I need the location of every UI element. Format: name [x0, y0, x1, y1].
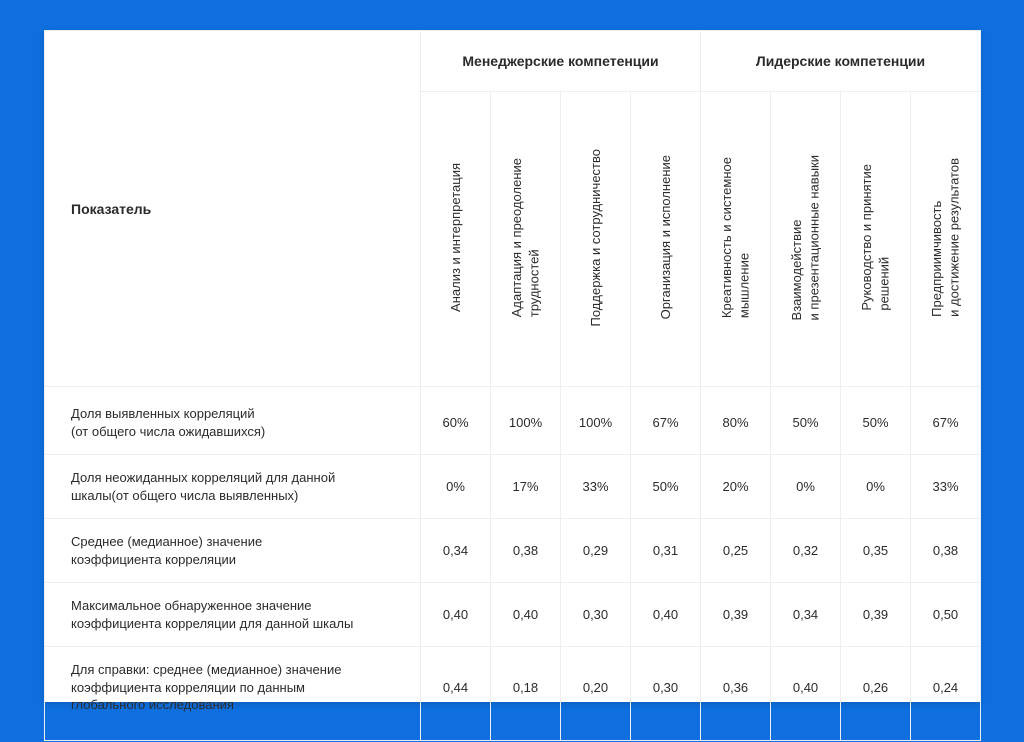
- subhead-col-2: Поддержка и сотрудничество: [561, 92, 631, 387]
- cell-value: 0,40: [491, 583, 561, 647]
- table-row: Максимальное обнаруженное значениекоэффи…: [45, 583, 981, 647]
- table-row: Для справки: среднее (медианное) значени…: [45, 647, 981, 741]
- row-label: Среднее (медианное) значениекоэффициента…: [45, 519, 421, 583]
- table-row: Доля выявленных корреляций(от общего чис…: [45, 387, 981, 455]
- subhead-col-1: Адаптация и преодолениетрудностей: [491, 92, 561, 387]
- cell-value: 0,30: [561, 583, 631, 647]
- cell-value: 0,25: [701, 519, 771, 583]
- cell-value: 0,39: [701, 583, 771, 647]
- cell-value: 0,29: [561, 519, 631, 583]
- cell-value: 0,34: [771, 583, 841, 647]
- cell-value: 0,18: [491, 647, 561, 741]
- cell-value: 0,36: [701, 647, 771, 741]
- cell-value: 0,20: [561, 647, 631, 741]
- header-indicator: Показатель: [45, 31, 421, 387]
- table-card: Показатель Менеджерские компетенции Лиде…: [44, 30, 980, 702]
- row-label: Максимальное обнаруженное значениекоэффи…: [45, 583, 421, 647]
- page-frame: Показатель Менеджерские компетенции Лиде…: [0, 0, 1024, 742]
- table-row: Доля неожиданных корреляций для даннойшк…: [45, 455, 981, 519]
- header-group-leader: Лидерские компетенции: [701, 31, 981, 92]
- subhead-label: Предприимчивостьи достижение результатов: [928, 158, 963, 317]
- cell-value: 0%: [421, 455, 491, 519]
- cell-value: 0,35: [841, 519, 911, 583]
- cell-value: 0,40: [771, 647, 841, 741]
- cell-value: 0,31: [631, 519, 701, 583]
- cell-value: 0,24: [911, 647, 981, 741]
- subhead-col-3: Организация и исполнение: [631, 92, 701, 387]
- competency-table: Показатель Менеджерские компетенции Лиде…: [44, 30, 981, 741]
- cell-value: 67%: [911, 387, 981, 455]
- subhead-label: Руководство и принятиерешений: [858, 164, 893, 311]
- cell-value: 0,32: [771, 519, 841, 583]
- cell-value: 100%: [561, 387, 631, 455]
- row-label: Доля выявленных корреляций(от общего чис…: [45, 387, 421, 455]
- subhead-label: Взаимодействиеи презентационные навыки: [788, 155, 823, 320]
- cell-value: 80%: [701, 387, 771, 455]
- row-label: Для справки: среднее (медианное) значени…: [45, 647, 421, 741]
- cell-value: 17%: [491, 455, 561, 519]
- cell-value: 33%: [911, 455, 981, 519]
- header-group-manager: Менеджерские компетенции: [421, 31, 701, 92]
- cell-value: 50%: [771, 387, 841, 455]
- cell-value: 0,44: [421, 647, 491, 741]
- subhead-label: Анализ и интерпретация: [447, 163, 465, 312]
- subhead-label: Организация и исполнение: [657, 155, 675, 319]
- cell-value: 0,38: [911, 519, 981, 583]
- cell-value: 50%: [631, 455, 701, 519]
- cell-value: 33%: [561, 455, 631, 519]
- subhead-label: Поддержка и сотрудничество: [587, 149, 605, 326]
- cell-value: 0,38: [491, 519, 561, 583]
- cell-value: 50%: [841, 387, 911, 455]
- table-row: Среднее (медианное) значениекоэффициента…: [45, 519, 981, 583]
- cell-value: 0,39: [841, 583, 911, 647]
- subhead-label: Креативность и системноемышление: [718, 157, 753, 318]
- subhead-col-0: Анализ и интерпретация: [421, 92, 491, 387]
- cell-value: 0,30: [631, 647, 701, 741]
- cell-value: 0,40: [421, 583, 491, 647]
- cell-value: 67%: [631, 387, 701, 455]
- cell-value: 20%: [701, 455, 771, 519]
- subhead-col-5: Взаимодействиеи презентационные навыки: [771, 92, 841, 387]
- subhead-label: Адаптация и преодолениетрудностей: [508, 158, 543, 317]
- row-label: Доля неожиданных корреляций для даннойшк…: [45, 455, 421, 519]
- cell-value: 0,34: [421, 519, 491, 583]
- subhead-col-7: Предприимчивостьи достижение результатов: [911, 92, 981, 387]
- cell-value: 0%: [841, 455, 911, 519]
- cell-value: 0,40: [631, 583, 701, 647]
- subhead-col-6: Руководство и принятиерешений: [841, 92, 911, 387]
- cell-value: 0,50: [911, 583, 981, 647]
- subhead-col-4: Креативность и системноемышление: [701, 92, 771, 387]
- cell-value: 0,26: [841, 647, 911, 741]
- cell-value: 60%: [421, 387, 491, 455]
- cell-value: 100%: [491, 387, 561, 455]
- cell-value: 0%: [771, 455, 841, 519]
